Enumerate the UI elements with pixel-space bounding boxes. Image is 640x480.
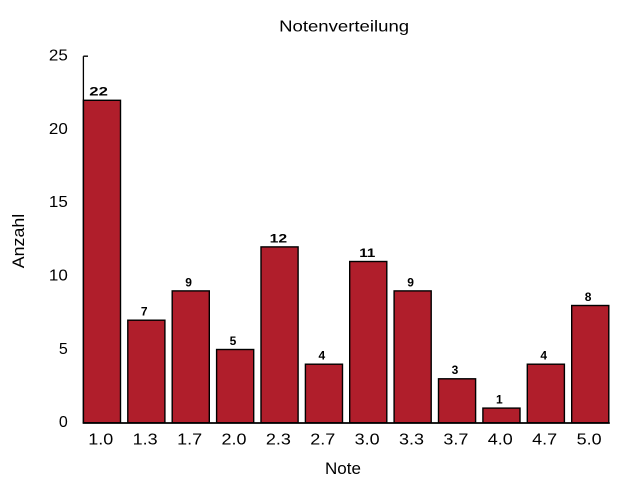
svg-text:1.0: 1.0 [88,432,113,449]
svg-text:4.0: 4.0 [488,432,513,449]
svg-text:15: 15 [49,194,68,211]
svg-text:0: 0 [59,414,68,431]
svg-text:5: 5 [230,334,237,348]
svg-text:9: 9 [185,275,192,289]
svg-text:3.3: 3.3 [399,432,424,449]
svg-text:5: 5 [59,341,68,358]
svg-text:3.7: 3.7 [443,432,468,449]
svg-text:25: 25 [49,48,68,65]
svg-text:3.0: 3.0 [355,432,380,449]
svg-text:2.7: 2.7 [310,432,335,449]
svg-text:4.7: 4.7 [532,432,557,449]
svg-text:1.3: 1.3 [133,432,158,449]
svg-text:12: 12 [270,231,288,245]
svg-text:1.7: 1.7 [177,432,202,449]
svg-text:8: 8 [585,290,592,304]
svg-text:Notenverteilung: Notenverteilung [279,19,409,36]
svg-text:20: 20 [49,121,68,138]
svg-text:10: 10 [49,268,68,285]
svg-text:9: 9 [407,275,414,289]
svg-text:Anzahl: Anzahl [9,214,28,269]
svg-text:7: 7 [141,305,148,319]
svg-text:22: 22 [89,85,108,99]
svg-text:1: 1 [496,393,503,407]
svg-text:2.0: 2.0 [222,432,247,449]
svg-text:2.3: 2.3 [266,432,291,449]
svg-text:5.0: 5.0 [577,432,602,449]
svg-text:3: 3 [452,363,459,377]
svg-text:4: 4 [318,349,325,363]
svg-text:4: 4 [540,349,547,363]
svg-text:Note: Note [325,459,361,478]
svg-text:11: 11 [359,246,375,260]
